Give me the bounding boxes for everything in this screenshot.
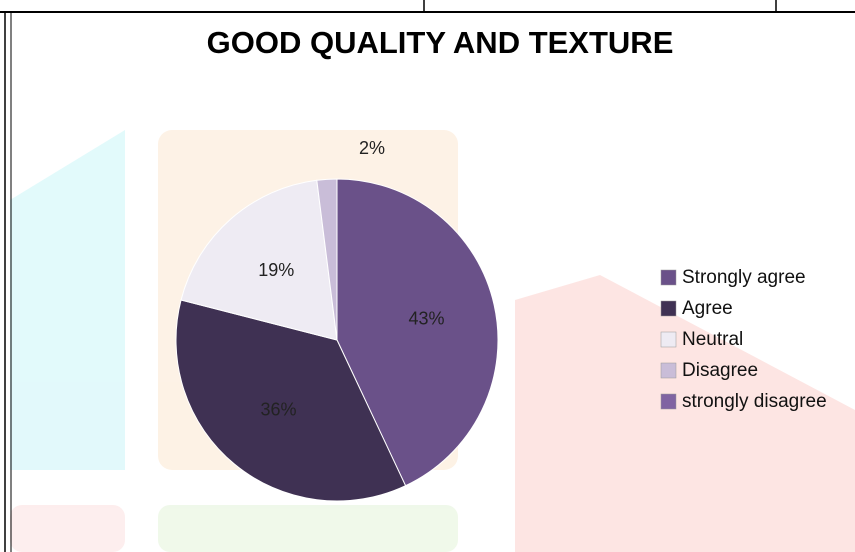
legend-label: Agree bbox=[682, 298, 733, 319]
data-label: 19% bbox=[258, 260, 294, 280]
legend-label: Strongly agree bbox=[682, 267, 806, 288]
legend-label: Disagree bbox=[682, 360, 758, 381]
legend-swatch bbox=[660, 362, 677, 379]
data-label: 36% bbox=[260, 399, 296, 419]
data-label: 43% bbox=[409, 309, 445, 329]
data-label: 2% bbox=[359, 138, 385, 158]
legend-swatch bbox=[660, 300, 677, 317]
legend-label: strongly disagree bbox=[682, 391, 827, 412]
legend-label: Neutral bbox=[682, 329, 743, 350]
pie-slice bbox=[336, 178, 499, 487]
legend-swatch bbox=[660, 269, 677, 286]
chart-title: GOOD QUALITY AND TEXTURE bbox=[207, 25, 674, 60]
legend-swatch bbox=[660, 393, 677, 410]
pie-slice bbox=[180, 179, 338, 341]
legend-swatch bbox=[660, 331, 677, 348]
pie-slice bbox=[175, 299, 407, 502]
